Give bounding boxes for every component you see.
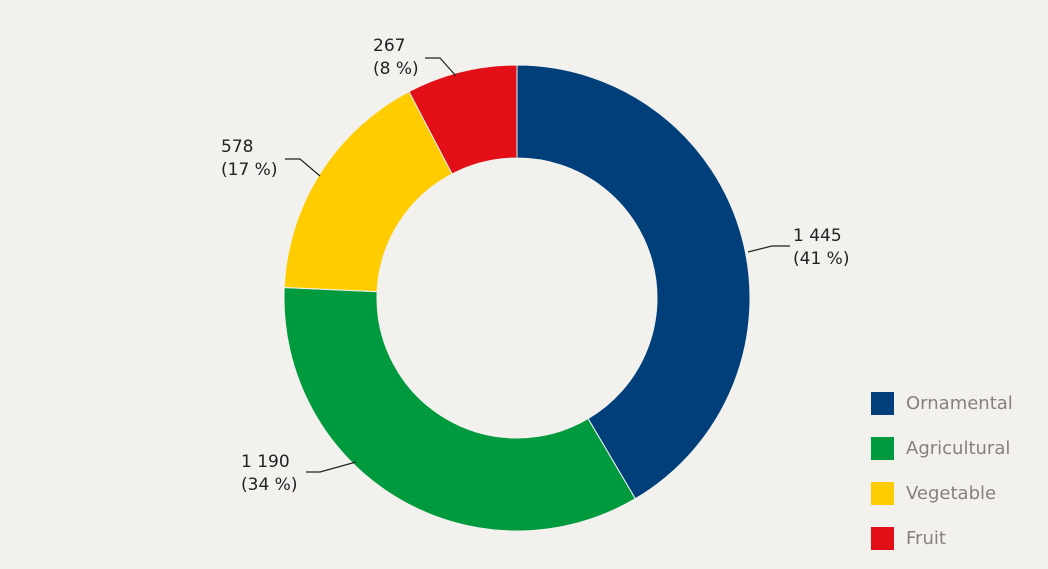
value-label: 1 190 xyxy=(241,452,290,472)
slice-ornamental xyxy=(516,64,751,500)
legend-item-fruit: Fruit xyxy=(871,527,1013,550)
legend-label: Fruit xyxy=(906,528,946,549)
legend-swatch xyxy=(871,527,894,550)
label-ornamental: 1 445 (41 %) xyxy=(793,225,849,271)
legend-swatch xyxy=(871,482,894,505)
legend-swatch xyxy=(871,437,894,460)
value-label: 1 445 xyxy=(793,226,842,246)
leader-line-agricultural xyxy=(306,461,357,473)
legend-item-vegetable: Vegetable xyxy=(871,482,1013,505)
slice-fruit xyxy=(408,64,518,175)
slice-vegetable xyxy=(283,90,453,293)
value-label: 578 xyxy=(221,137,254,157)
label-agricultural: 1 190 (34 %) xyxy=(241,451,297,497)
percent-label: (17 %) xyxy=(221,160,278,180)
leader-line-ornamental xyxy=(747,245,790,253)
legend-label: Vegetable xyxy=(906,483,997,504)
legend-label: Agricultural xyxy=(906,438,1011,459)
leader-line-fruit xyxy=(425,57,457,77)
percent-label: (41 %) xyxy=(793,249,850,269)
legend-item-ornamental: Ornamental xyxy=(871,392,1013,415)
percent-label: (8 %) xyxy=(373,59,419,79)
legend-label: Ornamental xyxy=(906,393,1013,414)
percent-label: (34 %) xyxy=(241,475,298,495)
legend-swatch xyxy=(871,392,894,415)
label-vegetable: 578 (17 %) xyxy=(221,136,277,182)
value-label: 267 xyxy=(373,36,406,56)
label-fruit: 267 (8 %) xyxy=(373,35,419,81)
slice-agricultural xyxy=(283,286,637,532)
leader-line-vegetable xyxy=(285,158,321,177)
legend-item-agricultural: Agricultural xyxy=(871,437,1013,460)
legend: Ornamental Agricultural Vegetable Fruit xyxy=(871,392,1013,569)
